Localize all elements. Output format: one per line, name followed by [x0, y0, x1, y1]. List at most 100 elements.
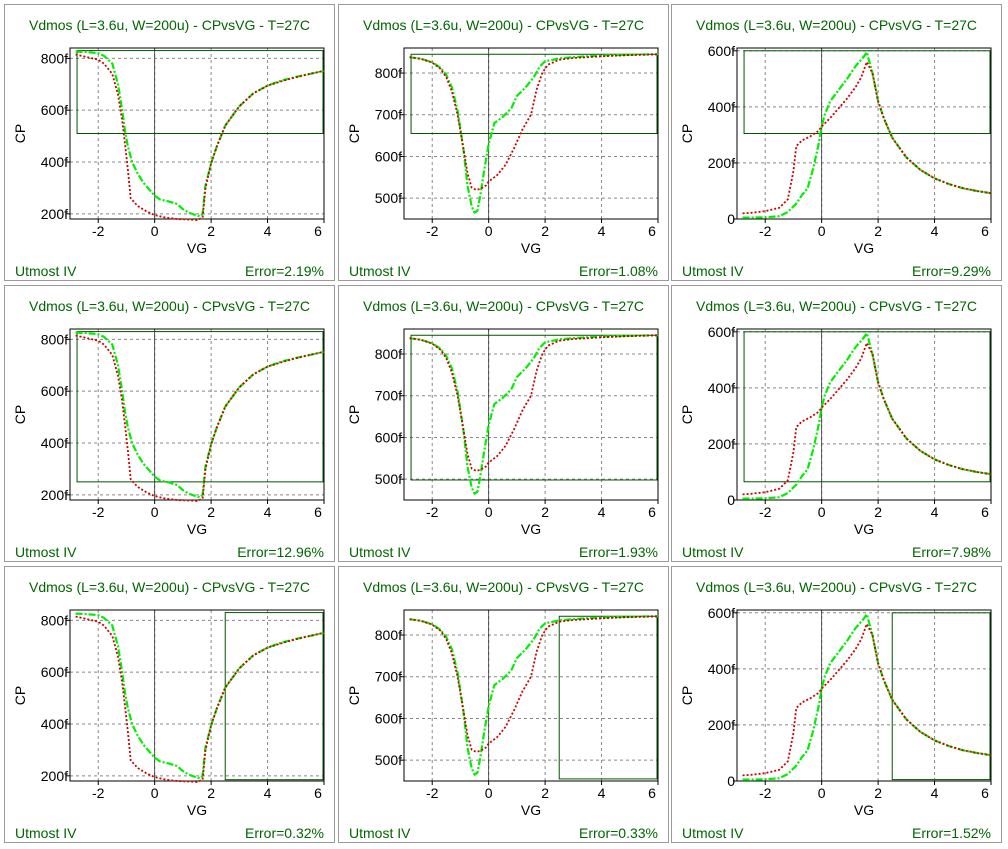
plot-svg: -2 0 2 4 6 0 200f 400f 600f VG CP: [679, 324, 992, 537]
simulated-curve: [742, 623, 992, 777]
x-axis-label: VG: [521, 240, 541, 256]
x-tick-label: -2: [759, 504, 772, 520]
measured-curve: [75, 50, 325, 218]
tool-label: Utmost IV: [349, 263, 411, 279]
error-label: Error=0.33%: [579, 825, 658, 841]
x-tick-label: 6: [981, 223, 989, 239]
x-tick-label: 6: [314, 504, 322, 520]
x-tick-label: 6: [314, 223, 322, 239]
x-axis-label: VG: [187, 240, 207, 256]
x-tick-label: 0: [151, 785, 159, 801]
chart-title: Vdmos (L=3.6u, W=200u) - CPvsVG - T=27C: [28, 579, 311, 595]
x-tick-label: -2: [759, 785, 772, 801]
x-tick-label: -2: [426, 504, 439, 520]
x-tick-label: 2: [541, 785, 549, 801]
y-tick-label: 800f: [41, 612, 68, 628]
chart-title: Vdmos (L=3.6u, W=200u) - CPvsVG - T=27C: [28, 17, 311, 33]
x-tick-label: 4: [264, 785, 272, 801]
chart-title: Vdmos (L=3.6u, W=200u) - CPvsVG - T=27C: [362, 298, 645, 314]
plot-frame: [69, 609, 325, 782]
x-tick-label: 2: [207, 223, 215, 239]
fit-window: [558, 615, 658, 780]
chart-panel: Vdmos (L=3.6u, W=200u) - CPvsVG - T=27C -…: [4, 285, 335, 562]
measured-curve: [742, 51, 992, 219]
error-label: Error=2.19%: [245, 263, 324, 279]
error-label: Error=12.96%: [237, 544, 324, 560]
x-tick-label: 6: [981, 785, 989, 801]
plot-frame: [736, 609, 992, 782]
y-tick-label: 0: [727, 492, 735, 508]
y-tick-label: 400f: [41, 154, 68, 170]
tool-label: Utmost IV: [15, 544, 77, 560]
x-tick-label: 4: [931, 223, 939, 239]
y-tick-label: 700f: [375, 107, 402, 123]
y-tick-label: 800f: [375, 627, 402, 643]
x-tick-label: 0: [485, 223, 493, 239]
x-tick-label: 2: [874, 785, 882, 801]
y-axis-label: CP: [346, 124, 362, 143]
chart-panel: Vdmos (L=3.6u, W=200u) - CPvsVG - T=27C -…: [338, 4, 669, 281]
x-tick-label: -2: [426, 223, 439, 239]
x-axis-label: VG: [187, 802, 207, 818]
chart-title: Vdmos (L=3.6u, W=200u) - CPvsVG - T=27C: [362, 579, 645, 595]
chart-panel: Vdmos (L=3.6u, W=200u) - CPvsVG - T=27C -…: [4, 4, 335, 281]
plot-frame: [403, 47, 659, 220]
y-axis-label: CP: [12, 124, 28, 143]
error-label: Error=7.98%: [912, 544, 991, 560]
y-tick-label: 0: [727, 773, 735, 789]
y-tick-label: 200f: [708, 155, 735, 171]
y-tick-label: 700f: [375, 388, 402, 404]
x-axis-label: VG: [187, 521, 207, 537]
y-tick-label: 500f: [375, 471, 402, 487]
x-tick-label: 2: [541, 223, 549, 239]
plot-svg: -2 0 2 4 6 0 200f 400f 600f VG CP: [679, 43, 992, 256]
error-label: Error=0.32%: [245, 825, 324, 841]
y-tick-label: 600f: [708, 605, 735, 621]
tool-label: Utmost IV: [682, 825, 744, 841]
x-tick-label: -2: [92, 223, 105, 239]
y-tick-label: 400f: [708, 380, 735, 396]
measured-curve: [75, 612, 325, 780]
tool-label: Utmost IV: [15, 263, 77, 279]
simulated-curve: [742, 61, 992, 215]
y-tick-label: 600f: [41, 383, 68, 399]
y-tick-label: 500f: [375, 190, 402, 206]
tool-label: Utmost IV: [349, 825, 411, 841]
x-tick-label: 2: [874, 223, 882, 239]
x-tick-label: -2: [426, 785, 439, 801]
chart-title: Vdmos (L=3.6u, W=200u) - CPvsVG - T=27C: [695, 298, 978, 314]
x-tick-label: 6: [314, 785, 322, 801]
plot-frame: [736, 47, 992, 220]
x-axis-label: VG: [854, 802, 874, 818]
y-tick-label: 600f: [41, 664, 68, 680]
y-tick-label: 400f: [708, 99, 735, 115]
simulated-curve: [742, 342, 992, 496]
plot-frame: [69, 328, 325, 501]
x-tick-label: -2: [92, 504, 105, 520]
x-tick-label: 0: [485, 504, 493, 520]
fit-window: [76, 50, 324, 134]
chart-title: Vdmos (L=3.6u, W=200u) - CPvsVG - T=27C: [362, 17, 645, 33]
y-tick-label: 200f: [41, 487, 68, 503]
chart-panel: Vdmos (L=3.6u, W=200u) - CPvsVG - T=27C -…: [338, 566, 669, 843]
y-tick-label: 600f: [375, 429, 402, 445]
error-label: Error=1.52%: [912, 825, 991, 841]
y-tick-label: 800f: [41, 331, 68, 347]
y-tick-label: 400f: [41, 435, 68, 451]
x-tick-label: 0: [151, 504, 159, 520]
x-tick-label: 2: [207, 785, 215, 801]
x-tick-label: -2: [759, 223, 772, 239]
y-tick-label: 600f: [708, 43, 735, 59]
plot-svg: -2 0 2 4 6 200f 400f 600f 800f VG CP: [12, 47, 325, 256]
y-tick-label: 400f: [708, 661, 735, 677]
x-axis-label: VG: [854, 240, 874, 256]
y-axis-label: CP: [12, 686, 28, 705]
y-tick-label: 600f: [708, 324, 735, 340]
x-axis-label: VG: [521, 521, 541, 537]
x-tick-label: 4: [931, 785, 939, 801]
y-tick-label: 200f: [41, 206, 68, 222]
y-axis-label: CP: [679, 405, 695, 424]
x-tick-label: 0: [485, 785, 493, 801]
plot-svg: -2 0 2 4 6 500f 600f 700f 800f VG CP: [346, 609, 659, 818]
